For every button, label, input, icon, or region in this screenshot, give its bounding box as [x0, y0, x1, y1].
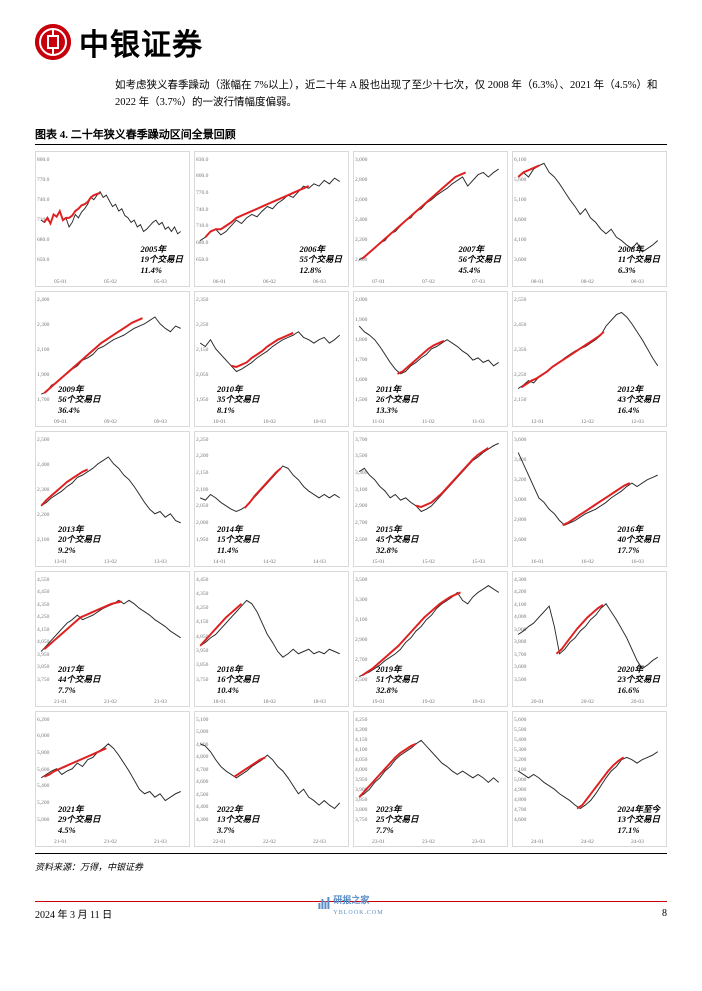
document-page: 中银证券 如考虑狭义春季躁动（涨幅在 7%以上），近二十年 A 股也出现了至少十…	[0, 0, 702, 936]
chart-label: 2020年23个交易日16.6%	[617, 664, 660, 696]
chart-label: 2006年55个交易日12.8%	[299, 244, 342, 276]
chart-panel: 3,7003,5003,3003,1002,9002,7002,50015-01…	[353, 431, 508, 567]
chart-panel: 3,5003,3003,1002,9002,7002,50019-0119-02…	[353, 571, 508, 707]
chart-panel: 3,0002,8002,6002,4002,2002,00007-0107-02…	[353, 151, 508, 287]
chart-label: 2016年40个交易日17.7%	[617, 524, 660, 556]
watermark-text: 研报之家	[333, 895, 369, 905]
chart-label: 2017年44个交易日7.7%	[58, 664, 101, 696]
chart-label: 2023年25个交易日7.7%	[376, 804, 419, 836]
bottom-rule	[35, 853, 667, 854]
chart-label: 2021年29个交易日4.5%	[58, 804, 101, 836]
chart-label: 2019年51个交易日32.8%	[376, 664, 419, 696]
chart-panel: 5,1005,0004,9004,8004,7004,6004,5004,400…	[194, 711, 349, 847]
chart-panel: 3,6003,4003,2003,0002,8002,60016-0116-02…	[512, 431, 667, 567]
chart-panel: 2,2502,2002,1502,1002,0502,0001,95014-01…	[194, 431, 349, 567]
chart-panel: 5,6005,5005,4005,3005,2005,1005,0004,900…	[512, 711, 667, 847]
chart-panel: 2,3502,2502,1502,0501,95010-0110-0210-03…	[194, 291, 349, 427]
intro-paragraph: 如考虑狭义春季躁动（涨幅在 7%以上），近二十年 A 股也出现了至少十七次，仅 …	[115, 78, 667, 112]
footer-page: 8	[662, 908, 667, 919]
chart-grid: 800.0770.0740.0710.0680.0650.005-0105-02…	[35, 151, 667, 847]
chart-panel: 4,4504,3504,2504,1504,0503,9503,8503,750…	[194, 571, 349, 707]
source-line: 资料来源：万得，中银证券	[35, 860, 667, 873]
chart-label: 2008年11个交易日6.3%	[618, 244, 660, 276]
chart-panel: 2,4002,3002,1001,9001,70009-0109-0209-03…	[35, 291, 190, 427]
brand-header: 中银证券	[35, 20, 667, 64]
chart-label: 2022年13个交易日3.7%	[217, 804, 260, 836]
caption-rule	[35, 144, 667, 145]
chart-panel: 4,5504,4504,3504,2504,1504,0503,9503,850…	[35, 571, 190, 707]
chart-panel: 2,0001,9001,8001,7001,6001,50011-0111-02…	[353, 291, 508, 427]
chart-panel: 6,2006,0005,8005,6005,4005,2005,00021-01…	[35, 711, 190, 847]
chart-panel: 2,5502,4502,3502,2502,15012-0112-0212-03…	[512, 291, 667, 427]
chart-panel: 4,3004,2004,1004,0003,9003,8003,7003,600…	[512, 571, 667, 707]
chart-panel: 4,2504,2004,1504,1004,0504,0003,9503,900…	[353, 711, 508, 847]
chart-panel: 830.0800.0770.0740.0710.0680.0650.006-01…	[194, 151, 349, 287]
watermark-sub: YBLOOK.COM	[333, 910, 383, 916]
chart-label: 2014年15个交易日11.4%	[217, 524, 260, 556]
chart-panel: 800.0770.0740.0710.0680.0650.005-0105-02…	[35, 151, 190, 287]
chart-label: 2010年35个交易日8.1%	[217, 384, 260, 416]
chart-label: 2012年43个交易日16.4%	[617, 384, 660, 416]
chart-panel: 2,5002,4002,3002,2002,10013-0113-0213-03…	[35, 431, 190, 567]
table-caption: 图表 4. 二十年狭义春季躁动区间全景回顾	[35, 126, 667, 142]
brand-name: 中银证券	[79, 20, 203, 64]
footer-date: 2024 年 3 月 11 日	[35, 906, 112, 921]
chart-label: 2015年45个交易日32.8%	[376, 524, 419, 556]
chart-label: 2007年56个交易日45.4%	[458, 244, 501, 276]
watermark: 研报之家 YBLOOK.COM	[318, 893, 383, 916]
chart-label: 2009年56个交易日36.4%	[58, 384, 101, 416]
brand-logo-icon	[35, 24, 71, 60]
chart-label: 2005年19个交易日11.4%	[140, 244, 183, 276]
chart-label: 2013年20个交易日9.2%	[58, 524, 101, 556]
watermark-bars-icon	[318, 897, 330, 911]
chart-panel: 6,1005,6005,1004,6004,1003,60008-0108-02…	[512, 151, 667, 287]
chart-label: 2011年26个交易日13.3%	[376, 384, 419, 416]
chart-label: 2018年16个交易日10.4%	[217, 664, 260, 696]
chart-label: 2024年至今13个交易日17.1%	[617, 804, 660, 836]
